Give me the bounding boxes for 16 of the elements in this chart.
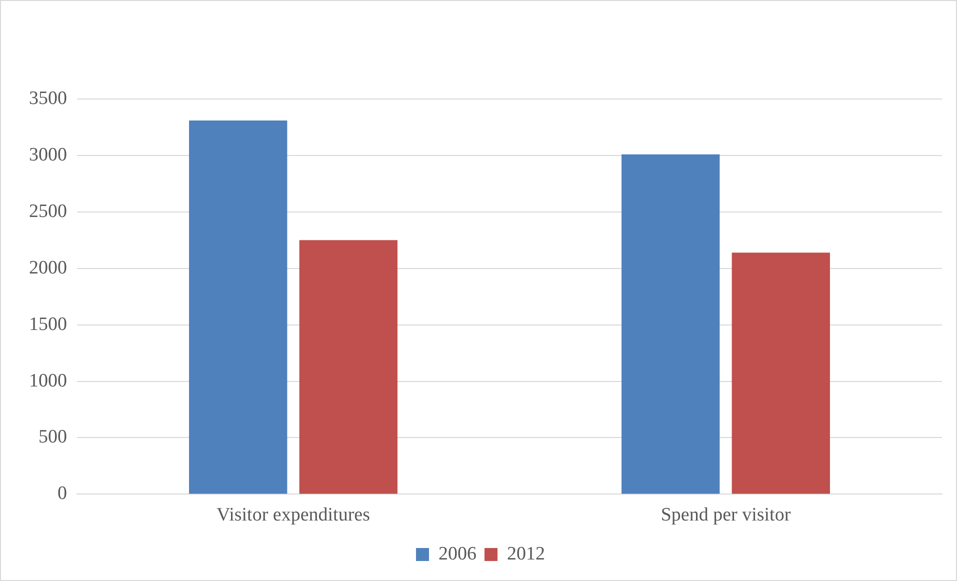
legend-label: 2012 [507, 543, 545, 564]
y-tick-label: 1500 [29, 314, 67, 335]
bar [732, 252, 830, 494]
y-tick-label: 2000 [29, 257, 67, 278]
y-tick-label: 3500 [29, 88, 67, 109]
x-tick-label: Visitor expenditures [216, 504, 370, 526]
y-tick-label: 1000 [29, 370, 67, 392]
x-tick-label: Spend per visitor [660, 504, 792, 526]
y-tick-label: 0 [58, 483, 67, 504]
y-tick-label: 3000 [29, 144, 67, 166]
bar [299, 240, 398, 494]
bar [189, 120, 288, 494]
y-tick-label: 500 [38, 426, 67, 448]
bar [622, 154, 720, 494]
y-tick-label: 2500 [29, 200, 67, 222]
legend-label: 2006 [438, 543, 476, 564]
